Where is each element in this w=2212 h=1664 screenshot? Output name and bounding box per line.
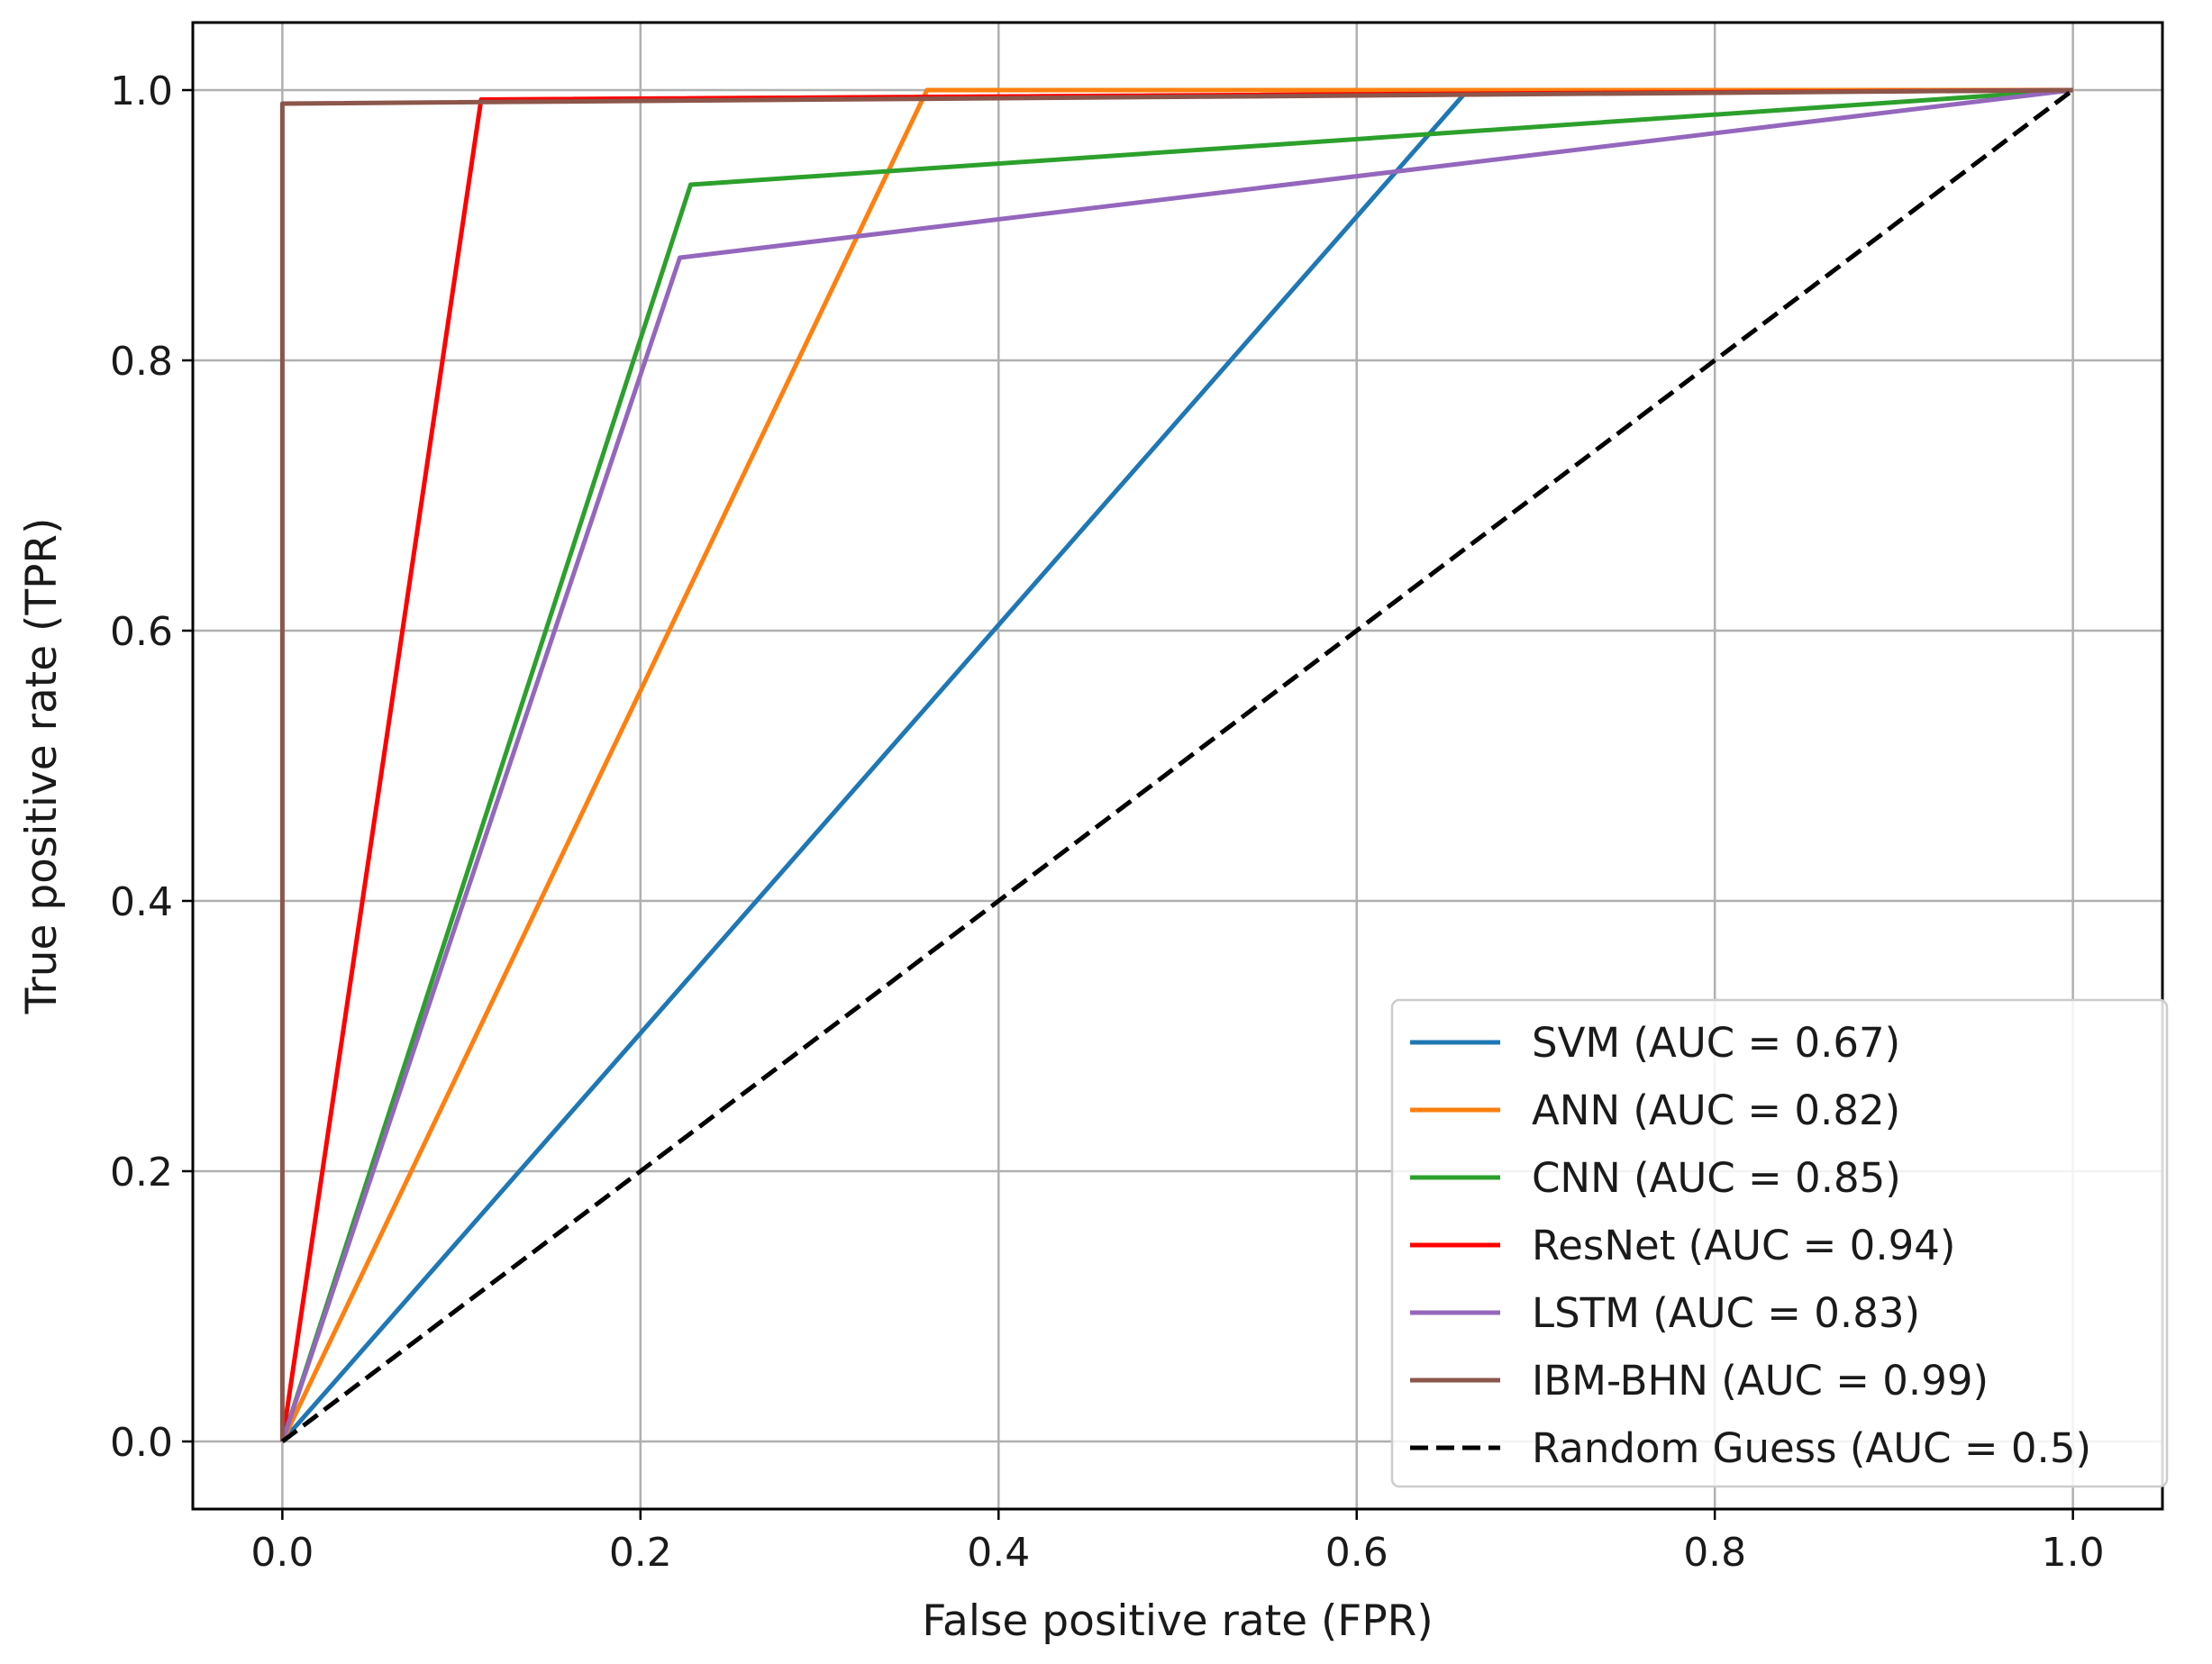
- series-line-lstm: [280, 87, 2073, 1442]
- y-axis: 0.0 0.2 0.4 0.6 0.8 1.0: [110, 68, 193, 1466]
- legend: SVM (AUC = 0.67) ANN (AUC = 0.82) CNN (AUC…: [1390, 998, 2169, 1488]
- series-line-ann: [280, 87, 2073, 1443]
- plot-frame: [191, 21, 2164, 1511]
- y-tick-label: 0.2: [110, 1150, 173, 1196]
- y-tick-label: 1.0: [110, 68, 173, 114]
- x-tick-label: 0.4: [967, 1530, 1030, 1576]
- x-axis-label: False positive rate (FPR): [922, 1596, 1433, 1646]
- series-line-ibm-bhn: [279, 87, 2073, 1441]
- legend-label: LSTM (AUC = 0.83): [1532, 1289, 1920, 1337]
- x-tick-label: 0.6: [1325, 1530, 1388, 1576]
- legend-label: SVM (AUC = 0.67): [1532, 1019, 1900, 1067]
- x-axis: 0.0 0.2 0.4 0.6 0.8 1.0: [250, 1509, 2105, 1576]
- x-tick-label: 0.0: [250, 1530, 314, 1576]
- y-tick-label: 0.4: [110, 879, 173, 925]
- series-lines: [279, 87, 2075, 1443]
- x-tick-label: 0.8: [1683, 1530, 1746, 1576]
- y-tick-label: 0.6: [110, 609, 173, 655]
- series-line-cnn: [280, 87, 2073, 1442]
- legend-label: ANN (AUC = 0.82): [1532, 1087, 1900, 1134]
- legend-label: CNN (AUC = 0.85): [1532, 1154, 1901, 1202]
- y-axis-label: True positive rate (TPR): [17, 518, 67, 1015]
- x-tick-label: 1.0: [2042, 1530, 2105, 1576]
- legend-label: Random Guess (AUC = 0.5): [1532, 1424, 2091, 1472]
- y-tick-label: 0.0: [110, 1420, 173, 1466]
- series-line-random-guess: [280, 88, 2075, 1443]
- y-tick-label: 0.8: [110, 339, 173, 385]
- x-tick-label: 0.2: [609, 1530, 672, 1576]
- legend-label: IBM-BHN (AUC = 0.99): [1532, 1357, 1989, 1405]
- legend-label: ResNet (AUC = 0.94): [1532, 1222, 1955, 1269]
- legend-box: [1390, 998, 2169, 1488]
